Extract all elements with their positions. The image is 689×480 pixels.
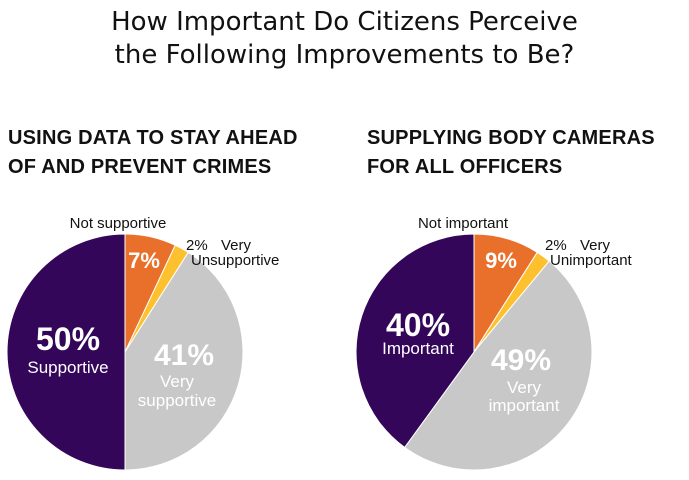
pie-2-label-not-important-line-1: Not important	[418, 215, 509, 232]
pie-1-slice-very-supportive	[124, 251, 244, 471]
pie-2-label-very-unimportant-line-2: Unimportant	[550, 252, 633, 269]
pie-1-heading-line-2: OF AND PREVENT CRIMES	[8, 156, 272, 178]
pie-1-label-very-unsupportive-line-2: Unsupportive	[191, 252, 279, 269]
pie-1-value-very-unsupportive: 2%	[186, 237, 208, 254]
pie-1-value-not-supportive: 7%	[128, 248, 160, 273]
pie-2-heading-line-2: FOR ALL OFFICERS	[367, 156, 563, 178]
pie-1-label-very-supportive-line-2: supportive	[138, 391, 216, 410]
pie-1-slice-supportive	[6, 233, 126, 471]
pie-2-slice-very-important	[403, 260, 593, 471]
pie-1-label-very-unsupportive-line-1: Very	[221, 237, 252, 254]
pie-1-value-supportive: 50%	[36, 321, 100, 357]
chart-title-line-1: How Important Do Citizens Perceive	[111, 7, 578, 37]
pie-2-label-important-line-1: Important	[382, 339, 454, 358]
pie-2-label-very-unimportant-line-1: Very	[580, 237, 611, 254]
pie-1-label-supportive-line-1: Supportive	[27, 358, 108, 377]
pie-1-value-very-supportive: 41%	[154, 339, 214, 372]
pie-1-label-very-supportive-line-1: Very	[160, 372, 195, 391]
pie-2-label-very-important-line-2: important	[489, 396, 560, 415]
pie-2-heading-line-1: SUPPLYING BODY CAMERAS	[367, 127, 655, 149]
pie-2-value-very-important: 49%	[491, 344, 551, 377]
pie-2-slice-important	[355, 233, 475, 449]
pie-2-value-not-important: 9%	[485, 248, 517, 273]
chart-title: How Important Do Citizens Perceive the F…	[0, 6, 689, 72]
pie-2-value-very-unimportant: 2%	[545, 237, 567, 254]
pie-1-heading: USING DATA TO STAY AHEAD OF AND PREVENT …	[8, 124, 298, 182]
pie-2-heading: SUPPLYING BODY CAMERAS FOR ALL OFFICERS	[367, 124, 655, 182]
pie-2-value-important: 40%	[386, 307, 450, 343]
pie-1-label-not-supportive-line-1: Not supportive	[70, 215, 167, 232]
chart-title-line-2: the Following Improvements to Be?	[114, 40, 575, 70]
pie-2-label-very-important-line-1: Very	[507, 378, 542, 397]
pie-1-heading-line-1: USING DATA TO STAY AHEAD	[8, 127, 298, 149]
